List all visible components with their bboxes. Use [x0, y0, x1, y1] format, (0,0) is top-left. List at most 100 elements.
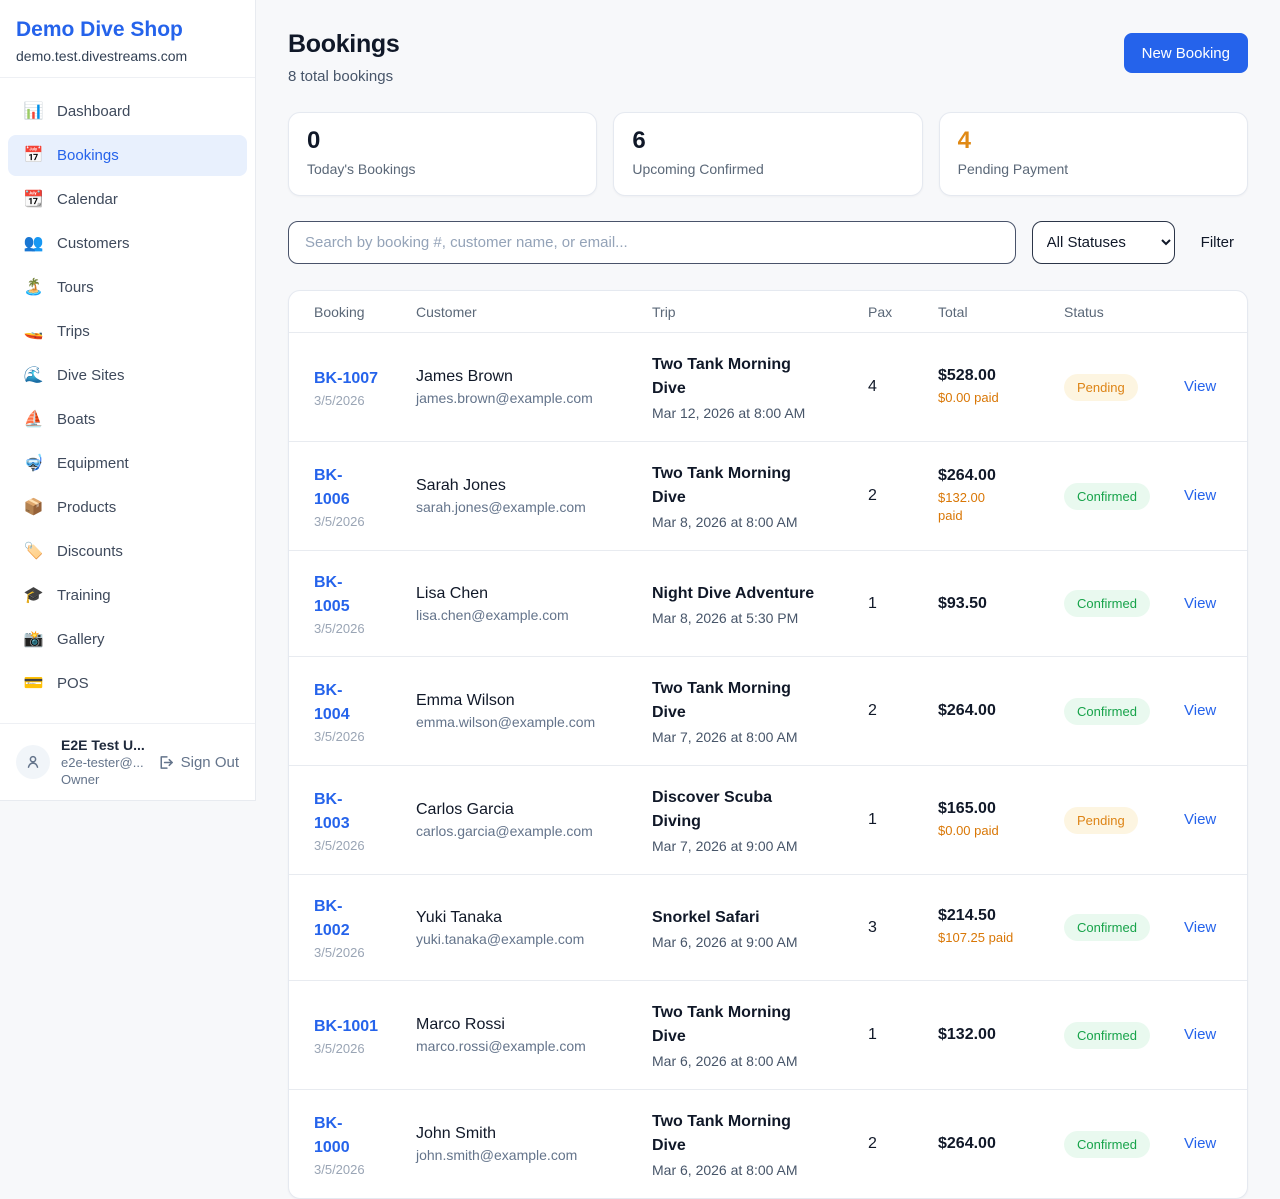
status-filter-select[interactable]: All Statuses [1031, 221, 1175, 264]
brand-domain: demo.test.divestreams.com [16, 48, 188, 65]
view-link[interactable]: View [1184, 1135, 1217, 1152]
gallery-icon: 📸 [23, 630, 44, 648]
sidebar-item-label: Training [57, 587, 111, 605]
sidebar-item-label: Tours [57, 279, 94, 297]
sidebar-item-products[interactable]: 📦 Products [8, 487, 247, 528]
stat-value: 4 [957, 127, 972, 154]
paid-amount: $132.00 paid [938, 489, 985, 523]
sidebar-item-bookings[interactable]: 📅 Bookings [8, 135, 247, 177]
view-link[interactable]: View [1184, 1026, 1217, 1043]
trip-datetime: Mar 8, 2026 at 8:00 AM [652, 514, 798, 530]
col-header-pax: Pax [868, 291, 938, 333]
sign-out-label: Sign Out [180, 753, 239, 771]
sidebar-item-label: Calendar [57, 191, 118, 209]
customer-name: Carlos Garcia [416, 801, 514, 818]
discounts-icon: 🏷️ [23, 542, 44, 560]
trip-datetime: Mar 6, 2026 at 8:00 AM [652, 1162, 798, 1178]
paid-amount: $0.00 paid [938, 389, 999, 405]
sidebar-item-training[interactable]: 🎓 Training [8, 575, 247, 616]
booking-number-link[interactable]: BK-1001 [314, 1017, 379, 1035]
col-header-status: Status [1064, 291, 1184, 333]
booking-date: 3/5/2026 [314, 1161, 365, 1177]
user-name: E2E Test U... [61, 737, 145, 753]
trip-name: Two Tank Morning Dive [652, 1004, 791, 1045]
view-link[interactable]: View [1184, 811, 1217, 828]
booking-number-link[interactable]: BK-1007 [314, 369, 379, 387]
trip-datetime: Mar 8, 2026 at 5:30 PM [652, 609, 799, 626]
total-amount: $264.00 [938, 466, 996, 484]
trip-name: Two Tank Morning Dive [652, 680, 791, 721]
stat-value: 6 [632, 127, 646, 154]
bookings-icon: 📅 [23, 146, 44, 164]
controls-row: All Statuses Filter [288, 221, 1248, 264]
booking-number-link[interactable]: BK- 1002 [314, 898, 350, 939]
status-badge: Pending [1064, 373, 1138, 401]
search-input[interactable] [288, 221, 1016, 264]
trip-name: Discover Scuba Diving [652, 789, 773, 830]
calendar-icon: 📆 [23, 190, 44, 208]
total-amount: $132.00 [938, 1026, 996, 1043]
booking-date: 3/5/2026 [314, 513, 365, 529]
trip-datetime: Mar 6, 2026 at 9:00 AM [652, 933, 798, 950]
sidebar-item-dashboard[interactable]: 📊 Dashboard [8, 91, 247, 132]
user-footer: E2E Test U... e2e-tester@... Owner Sign … [0, 723, 255, 800]
sidebar-item-label: Products [57, 499, 117, 517]
sidebar-item-customers[interactable]: 👥 Customers [8, 223, 247, 264]
sidebar-item-label: Trips [57, 323, 90, 341]
products-icon: 📦 [23, 498, 44, 516]
customers-icon: 👥 [23, 234, 44, 252]
customer-name: Lisa Chen [416, 584, 489, 602]
booking-number-link[interactable]: BK- 1000 [314, 1114, 350, 1156]
table-row: BK- 1005 3/5/2026 Lisa Chen lisa.chen@ex… [289, 551, 1247, 657]
sidebar-item-discounts[interactable]: 🏷️ Discounts [8, 531, 247, 572]
person-icon [27, 755, 39, 768]
pax-count: 3 [868, 918, 877, 936]
sidebar-item-gallery[interactable]: 📸 Gallery [8, 619, 247, 660]
sidebar-item-label: Dashboard [57, 103, 131, 121]
customer-email: carlos.garcia@example.com [416, 823, 593, 839]
total-amount: $264.00 [938, 1135, 996, 1152]
sidebar-item-equipment[interactable]: 🤿 Equipment [8, 443, 247, 484]
status-badge: Confirmed [1064, 590, 1150, 617]
page-subtitle: 8 total bookings [288, 68, 394, 85]
filter-button[interactable]: Filter [1200, 234, 1234, 251]
booking-date: 3/5/2026 [314, 728, 365, 744]
sidebar-item-calendar[interactable]: 📆 Calendar [8, 179, 247, 220]
booking-number-link[interactable]: BK- 1005 [314, 574, 350, 615]
sidebar-item-dive-sites[interactable]: 🌊 Dive Sites [8, 355, 247, 396]
sign-out-button[interactable]: Sign Out [157, 754, 239, 771]
view-link[interactable]: View [1184, 487, 1217, 504]
customer-name: Sarah Jones [416, 477, 506, 494]
new-booking-button[interactable]: New Booking [1123, 33, 1248, 73]
trip-datetime: Mar 6, 2026 at 8:00 AM [652, 1053, 798, 1069]
view-link[interactable]: View [1184, 594, 1217, 612]
user-role: Owner [61, 772, 100, 787]
trip-name: Two Tank Morning Dive [652, 356, 791, 397]
booking-number-link[interactable]: BK- 1004 [314, 681, 350, 723]
booking-number-link[interactable]: BK- 1006 [314, 466, 350, 508]
booking-date: 3/5/2026 [314, 392, 365, 408]
pax-count: 2 [868, 487, 877, 504]
status-badge: Confirmed [1064, 914, 1150, 941]
total-amount: $165.00 [938, 799, 996, 817]
view-link[interactable]: View [1184, 378, 1217, 395]
sidebar-item-boats[interactable]: ⛵ Boats [8, 399, 247, 440]
dashboard-icon: 📊 [23, 102, 44, 120]
trip-name: Two Tank Morning Dive [652, 465, 791, 506]
view-link[interactable]: View [1184, 702, 1217, 719]
stat-label: Today's Bookings [307, 161, 416, 178]
col-header-total: Total [938, 291, 1064, 333]
view-link[interactable]: View [1184, 918, 1217, 936]
sidebar-item-tours[interactable]: 🏝️ Tours [8, 267, 247, 308]
booking-date: 3/5/2026 [314, 1040, 365, 1056]
brand-name: Demo Dive Shop [16, 18, 183, 41]
sidebar-item-pos[interactable]: 💳 POS [8, 663, 247, 704]
table-row: BK- 1006 3/5/2026 Sarah Jones sarah.jone… [289, 442, 1247, 551]
pax-count: 4 [868, 378, 877, 395]
booking-number-link[interactable]: BK- 1003 [314, 790, 350, 832]
pax-count: 1 [868, 594, 877, 612]
sidebar-item-trips[interactable]: 🚤 Trips [8, 311, 247, 352]
customer-email: yuki.tanaka@example.com [416, 930, 585, 947]
customer-name: Emma Wilson [416, 692, 515, 709]
user-email: e2e-tester@... [61, 755, 144, 770]
